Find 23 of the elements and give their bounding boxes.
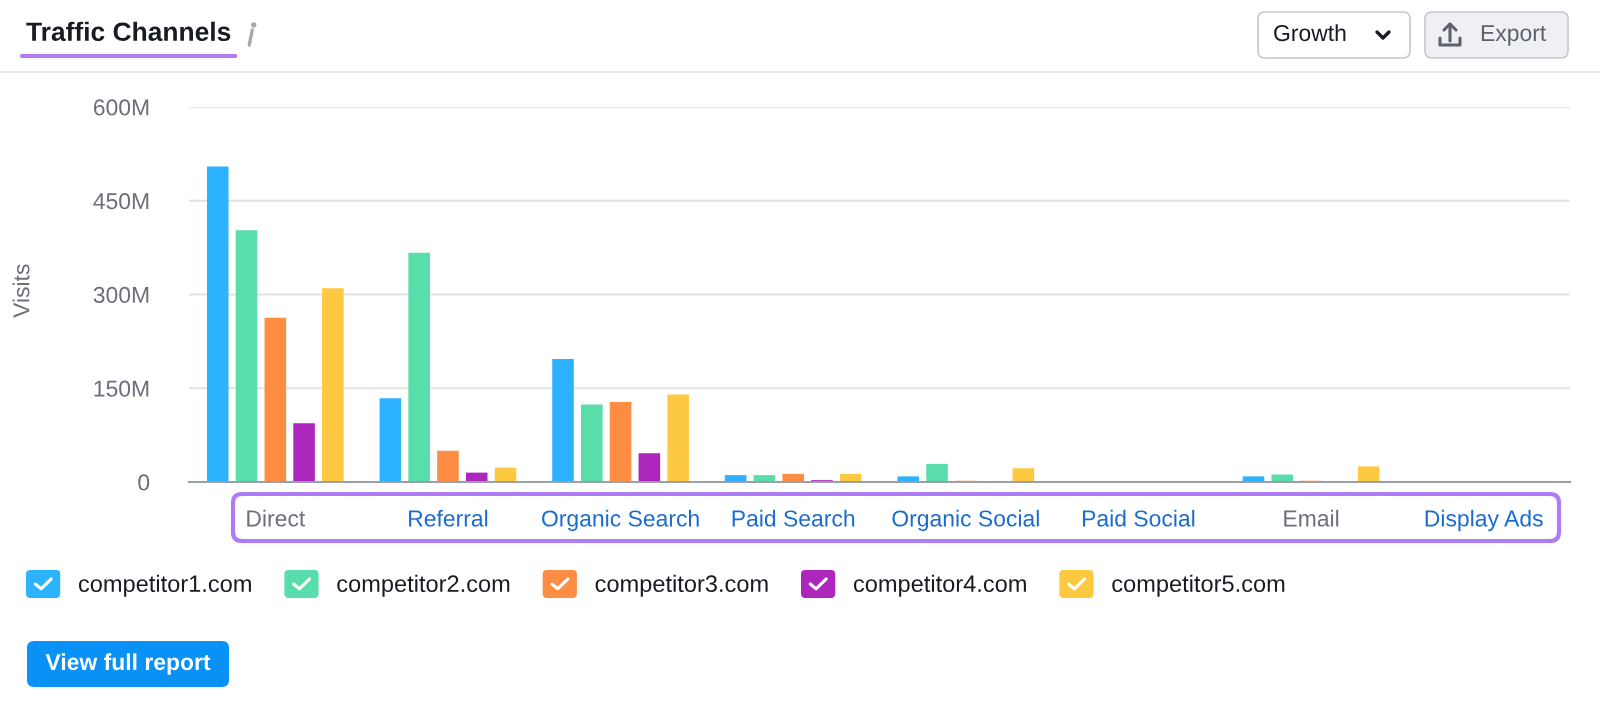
legend-label: competitor3.com bbox=[595, 574, 768, 597]
chart-title: Traffic Channels bbox=[26, 21, 231, 42]
x-tick-label: Paid Social bbox=[1082, 509, 1195, 527]
legend-label: competitor1.com bbox=[78, 574, 251, 597]
x-tick-label: Organic Search bbox=[542, 509, 699, 532]
x-tick-label: Email bbox=[1284, 509, 1339, 527]
x-tick-label: Referral bbox=[409, 509, 488, 527]
legend-label: competitor5.com bbox=[1112, 574, 1285, 597]
x-tick-label: Direct bbox=[247, 509, 306, 527]
text: Growth bbox=[1274, 24, 1346, 42]
text: Export bbox=[1481, 25, 1547, 46]
x-tick-label: Display Ads bbox=[1425, 509, 1543, 532]
y-tick-label: 300M bbox=[93, 286, 149, 304]
y-tick-label: 0 bbox=[138, 474, 150, 491]
y-axis-title: Visits bbox=[12, 264, 30, 318]
y-tick-label: 600M bbox=[93, 99, 149, 116]
y-tick-label: 450M bbox=[93, 193, 149, 210]
x-tick-label: Paid Search bbox=[732, 509, 855, 527]
text: View full report bbox=[45, 653, 211, 675]
y-tick-label: 150M bbox=[94, 380, 149, 397]
legend-label: competitor4.com bbox=[853, 574, 1026, 597]
x-tick-label: Organic Social bbox=[892, 509, 1039, 532]
legend-label: competitor2.com bbox=[337, 574, 510, 597]
